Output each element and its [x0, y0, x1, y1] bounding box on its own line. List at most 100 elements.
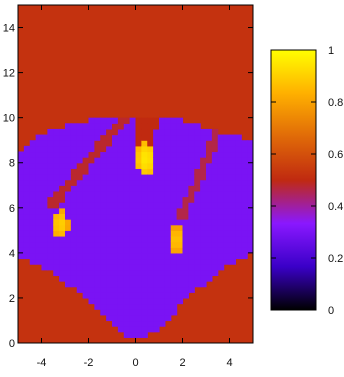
heatmap-cell — [147, 117, 154, 124]
heatmap-cell — [235, 207, 242, 215]
heatmap-cell — [82, 134, 90, 141]
heatmap-cell — [188, 286, 195, 293]
heatmap-cell — [47, 174, 54, 181]
heatmap-cell — [53, 264, 60, 271]
heatmap-cell — [41, 224, 48, 231]
heatmap-cell — [65, 185, 72, 192]
heatmap-cell — [182, 168, 189, 175]
heatmap-cell — [200, 157, 207, 164]
heatmap-cell — [247, 219, 253, 226]
heatmap-cell — [35, 202, 43, 209]
heatmap-cell — [170, 292, 178, 299]
heatmap-cell — [18, 157, 25, 164]
heatmap-cell — [100, 140, 107, 147]
heatmap-cell — [159, 230, 166, 237]
heatmap-cell — [23, 207, 31, 215]
heatmap-cell — [188, 252, 195, 260]
heatmap-cell — [76, 196, 84, 203]
heatmap-cell — [141, 162, 148, 169]
heatmap-cell — [235, 185, 242, 192]
heatmap-cell — [112, 314, 119, 322]
colorbar-tick-label: 0.8 — [328, 97, 343, 109]
heatmap-cell — [112, 247, 119, 254]
heatmap-cell — [211, 258, 219, 265]
heatmap-cell — [100, 224, 107, 231]
heatmap-cell — [88, 151, 95, 158]
heatmap-cell — [129, 309, 137, 316]
heatmap-cell — [88, 264, 95, 271]
heatmap-cell — [53, 219, 60, 226]
heatmap-cell — [135, 281, 142, 288]
heatmap-cell — [182, 207, 189, 215]
heatmap-cell — [65, 224, 72, 231]
heatmap-cell — [135, 326, 142, 333]
heatmap-cell — [241, 252, 248, 260]
heatmap-cell — [229, 219, 236, 226]
heatmap-cell — [70, 140, 78, 147]
heatmap-cell — [106, 213, 113, 220]
heatmap-cell — [100, 213, 107, 220]
heatmap-cell — [106, 281, 113, 288]
heatmap-cell — [35, 247, 43, 254]
heatmap-cell — [117, 230, 125, 237]
heatmap-cell — [135, 128, 142, 136]
heatmap-cell — [18, 241, 25, 248]
heatmap-cell — [211, 264, 219, 271]
heatmap-cell — [147, 134, 154, 141]
heatmap-cell — [164, 219, 172, 226]
heatmap-cell — [94, 303, 101, 310]
heatmap-cell — [170, 297, 178, 305]
heatmap-cell — [141, 258, 148, 265]
heatmap-cell — [247, 140, 253, 147]
heatmap-cell — [147, 224, 154, 231]
heatmap-cell — [117, 157, 125, 164]
heatmap-cell — [135, 314, 142, 322]
heatmap-cell — [182, 151, 189, 158]
heatmap-cell — [153, 140, 160, 147]
heatmap-cell — [29, 140, 37, 147]
heatmap-cell — [159, 213, 166, 220]
heatmap-cell — [176, 123, 184, 130]
heatmap-cell — [182, 292, 189, 299]
heatmap-cell — [200, 168, 207, 175]
heatmap-cell — [18, 196, 25, 203]
heatmap-cell — [176, 281, 184, 288]
heatmap-cell — [59, 224, 66, 231]
heatmap-cell — [211, 134, 219, 141]
heatmap-cell — [129, 230, 137, 237]
heatmap-cell — [135, 286, 142, 293]
x-tick-label: 4 — [226, 357, 232, 369]
heatmap-cell — [247, 179, 253, 186]
heatmap-cell — [147, 196, 154, 203]
heatmap-cell — [76, 213, 84, 220]
heatmap-cell — [123, 168, 131, 175]
heatmap-cell — [200, 174, 207, 181]
heatmap-cell — [206, 157, 213, 164]
heatmap-cell — [164, 230, 172, 237]
heatmap-cell — [94, 168, 101, 175]
heatmap-cell — [47, 230, 54, 237]
heatmap-cell — [141, 309, 148, 316]
heatmap-cell — [164, 281, 172, 288]
heatmap-cell — [188, 134, 195, 141]
heatmap-cell — [123, 145, 131, 153]
heatmap-cell — [59, 247, 66, 254]
heatmap-cell — [200, 162, 207, 169]
heatmap-cell — [241, 219, 248, 226]
heatmap-cell — [247, 190, 253, 198]
heatmap-cell — [70, 207, 78, 215]
heatmap-cell — [206, 275, 213, 282]
heatmap-cell — [170, 174, 178, 181]
heatmap-cell — [235, 174, 242, 181]
heatmap-cell — [23, 168, 31, 175]
heatmap-cell — [235, 202, 242, 209]
heatmap-cell — [188, 196, 195, 203]
heatmap-cell — [235, 235, 242, 243]
heatmap-cell — [147, 174, 154, 181]
heatmap-cell — [123, 123, 131, 130]
heatmap-cell — [147, 123, 154, 130]
heatmap-cell — [112, 252, 119, 260]
heatmap-cell — [106, 162, 113, 169]
heatmap-cell — [217, 252, 225, 260]
heatmap-cell — [170, 303, 178, 310]
